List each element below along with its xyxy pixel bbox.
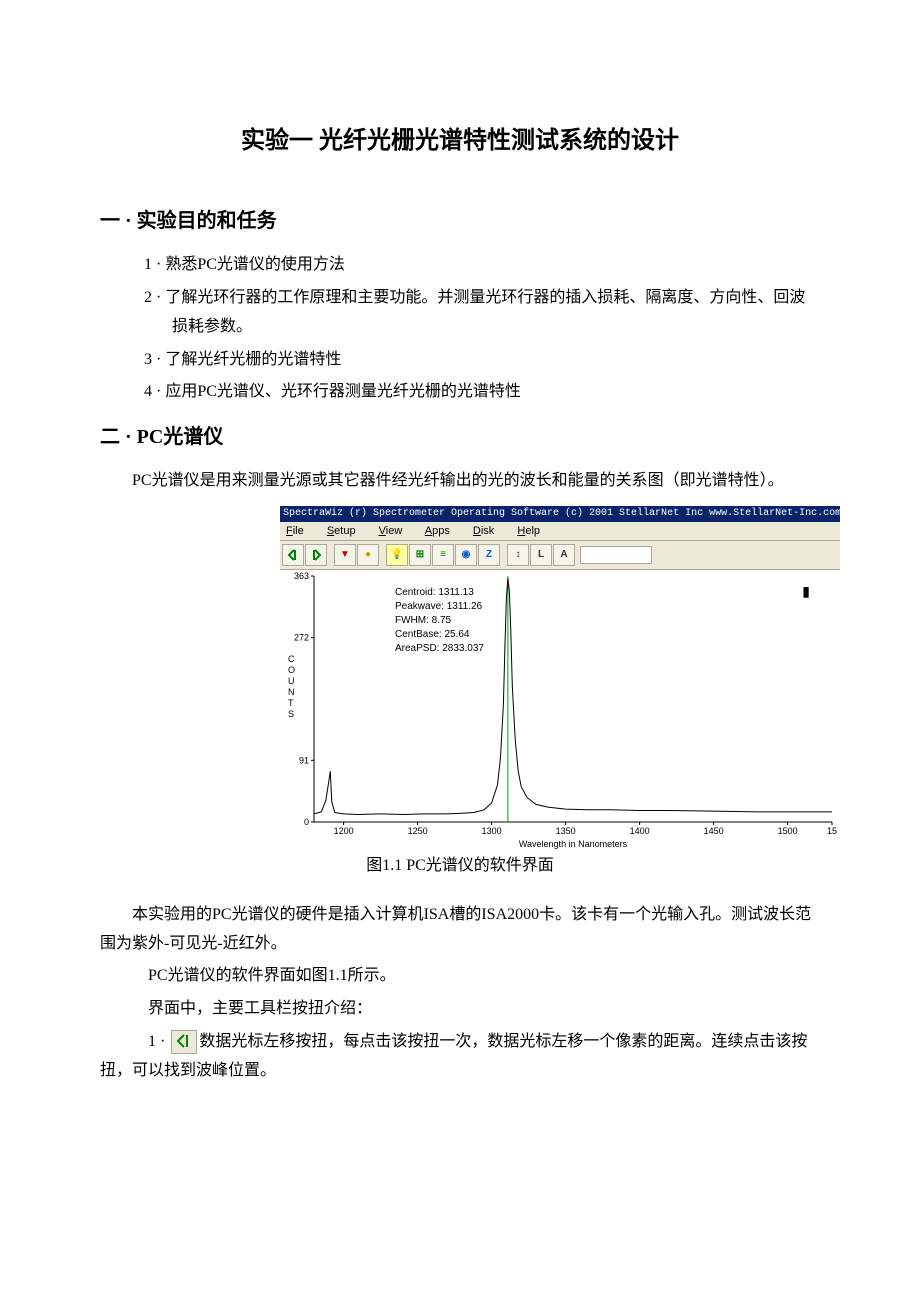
menu-view[interactable]: View: [379, 525, 413, 537]
cursor-left-button[interactable]: [282, 544, 304, 566]
app-titlebar: SpectraWiz (r) Spectrometer Operating So…: [280, 506, 840, 522]
paragraph: 界面中，主要工具栏按扭介绍：: [100, 995, 820, 1024]
paragraph: 1 · 数据光标左移按扭，每点击该按扭一次，数据光标左移一个像素的距离。连续点击…: [100, 1028, 820, 1086]
list-item: 2 · 了解光环行器的工作原理和主要功能。并测量光环行器的插入损耗、隔离度、方向…: [144, 284, 820, 342]
list-item: 1 · 熟悉PC光谱仪的使用方法: [144, 251, 820, 280]
menu-setup[interactable]: Setup: [327, 525, 366, 537]
chart-annotation: Centroid: 1311.13Peakwave: 1311.26FWHM: …: [395, 586, 484, 656]
tool-button[interactable]: ≡: [432, 544, 454, 566]
svg-text:15: 15: [827, 826, 837, 836]
svg-text:1500: 1500: [778, 826, 798, 836]
svg-text:Wavelength in Nanometers: Wavelength in Nanometers: [519, 839, 628, 849]
svg-text:272: 272: [294, 633, 309, 643]
list-item: 4 · 应用PC光谱仪、光环行器测量光纤光栅的光谱特性: [144, 378, 820, 407]
tool-button[interactable]: ↕: [507, 544, 529, 566]
cursor-left-icon: [171, 1030, 197, 1054]
paragraph: 本实验用的PC光谱仪的硬件是插入计算机ISA槽的ISA2000卡。该卡有一个光输…: [100, 901, 820, 959]
list-item: 3 · 了解光纤光栅的光谱特性: [144, 346, 820, 375]
cursor-right-button[interactable]: [305, 544, 327, 566]
tool-button[interactable]: ●: [357, 544, 379, 566]
paragraph: PC光谱仪是用来测量光源或其它器件经光纤输出的光的波长和能量的关系图（即光谱特性…: [100, 467, 820, 496]
menu-file[interactable]: File: [286, 525, 314, 537]
svg-text:C: C: [288, 654, 295, 664]
tool-button[interactable]: ⊞: [409, 544, 431, 566]
tool-button[interactable]: ◉: [455, 544, 477, 566]
heading-pc: 二 · PC光谱仪: [100, 419, 820, 455]
doc-title: 实验一 光纤光栅光谱特性测试系统的设计: [100, 120, 820, 163]
svg-text:N: N: [288, 687, 295, 697]
item-text: 数据光标左移按扭，每点击该按扭一次，数据光标左移一个像素的距离。连续点击该按扭，…: [100, 1033, 807, 1079]
svg-text:1250: 1250: [408, 826, 428, 836]
item-number: 1 ·: [148, 1033, 169, 1050]
tool-button[interactable]: 💡: [386, 544, 408, 566]
svg-text:O: O: [288, 665, 295, 675]
app-menubar: File Setup View Apps Disk Help: [280, 522, 840, 541]
svg-text:1300: 1300: [482, 826, 502, 836]
svg-text:T: T: [288, 698, 294, 708]
spectrum-chart: 363 272 91 0 1200 1250 1300 1350 1400 1450 1500 15 W…: [280, 570, 840, 850]
paragraph: PC光谱仪的软件界面如图1.1所示。: [100, 962, 820, 991]
spectrometer-screenshot: SpectraWiz (r) Spectrometer Operating So…: [280, 506, 840, 846]
svg-text:363: 363: [294, 571, 309, 581]
cursor-mark: ▮: [802, 582, 810, 602]
svg-text:1200: 1200: [334, 826, 354, 836]
svg-text:0: 0: [304, 817, 309, 827]
svg-text:1350: 1350: [556, 826, 576, 836]
svg-text:U: U: [288, 676, 295, 686]
menu-help[interactable]: Help: [517, 525, 550, 537]
menu-disk[interactable]: Disk: [473, 525, 504, 537]
tool-button[interactable]: ▼: [334, 544, 356, 566]
svg-text:S: S: [288, 709, 294, 719]
heading-purpose: 一 · 实验目的和任务: [100, 203, 820, 239]
figure-caption: 图1.1 PC光谱仪的软件界面: [100, 852, 820, 881]
tool-button[interactable]: L: [530, 544, 552, 566]
svg-text:1450: 1450: [704, 826, 724, 836]
app-toolbar: ▼ ● 💡 ⊞ ≡ ◉ Z ↕ L A: [280, 541, 840, 570]
svg-text:1400: 1400: [630, 826, 650, 836]
menu-apps[interactable]: Apps: [425, 525, 460, 537]
toolbar-input[interactable]: [580, 546, 652, 564]
svg-text:91: 91: [299, 755, 309, 765]
tool-button[interactable]: A: [553, 544, 575, 566]
tool-button[interactable]: Z: [478, 544, 500, 566]
